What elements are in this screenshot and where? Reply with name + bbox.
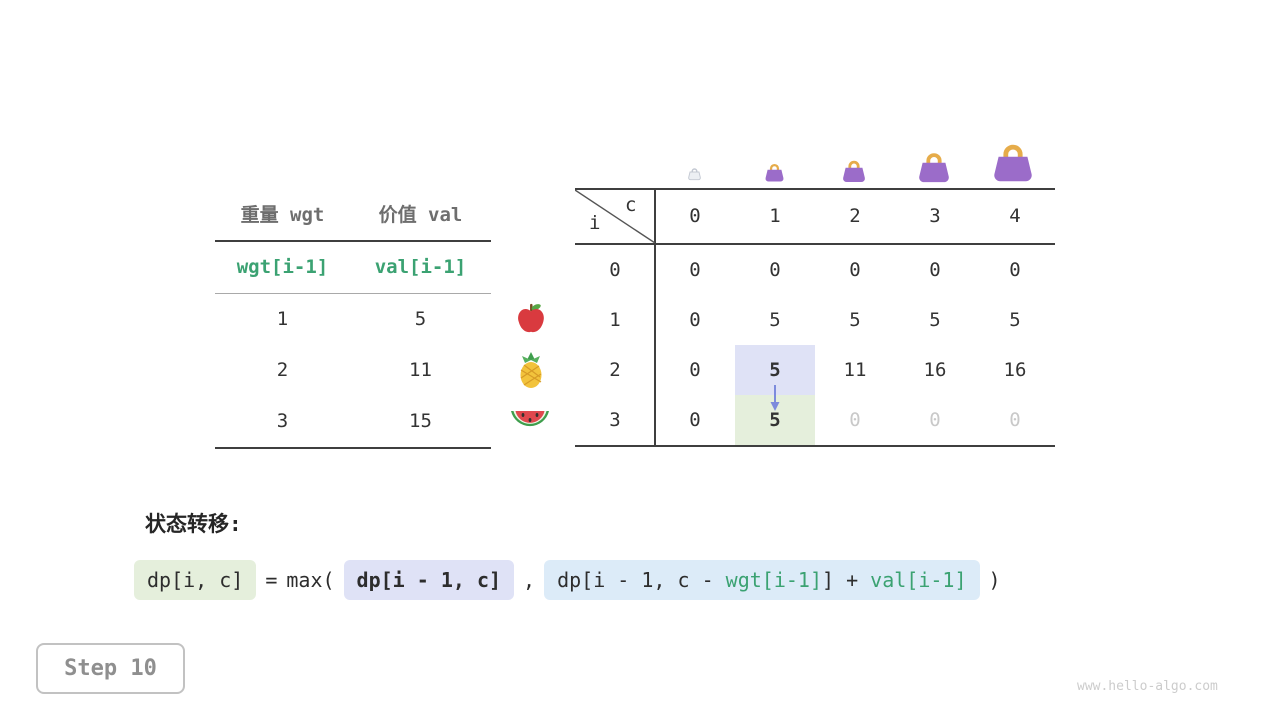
dp-cell: 0 — [689, 409, 701, 431]
formula-arg2-mid: ] + — [822, 568, 871, 592]
dp-col-header: 3 — [929, 205, 941, 227]
dp-cell: 0 — [1009, 259, 1021, 281]
dp-table: c i 0 1 2 3 4 0 0 0 0 0 0 1 0 5 5 5 5 2 … — [575, 188, 1055, 448]
corner-diagonal — [575, 190, 655, 243]
table-row: 1 5 — [215, 294, 491, 345]
bag-icon-capacity-2 — [840, 157, 868, 188]
dp-cell: 5 — [769, 309, 781, 331]
formula-max-open: max( — [286, 568, 335, 592]
formula-equals: = — [265, 568, 278, 592]
weight-value-header-row: 重量 wgt 价值 val — [215, 190, 491, 240]
divider — [575, 445, 1055, 447]
weight-value-table: 重量 wgt 价值 val wgt[i-1] val[i-1] 1 5 2 11… — [215, 190, 491, 449]
val-subheader: val[i-1] — [374, 256, 467, 278]
dp-cell: 0 — [689, 259, 701, 281]
value-cell: 11 — [409, 359, 432, 381]
dp-cell: 5 — [849, 309, 861, 331]
dp-cell: 0 — [849, 259, 861, 281]
dp-col-header: 4 — [1009, 205, 1021, 227]
dp-cell: 11 — [843, 359, 867, 381]
dp-row-label: 0 — [609, 259, 621, 281]
bag-icon-capacity-1 — [763, 161, 786, 187]
formula-comma: , — [523, 568, 536, 592]
dp-col-header: 0 — [689, 205, 701, 227]
dp-cell: 16 — [923, 359, 947, 381]
divider — [654, 188, 656, 447]
weight-cell: 3 — [276, 410, 289, 432]
dp-row-label: 2 — [609, 359, 621, 381]
formula-arg2-pill: dp[i - 1, c - wgt[i-1]] + val[i-1] — [544, 560, 980, 600]
wgt-subheader: wgt[i-1] — [236, 256, 329, 278]
down-arrow-icon — [768, 384, 782, 416]
weight-column-header: 重量 wgt — [240, 204, 325, 226]
divider — [215, 240, 491, 242]
dp-col-header: 2 — [849, 205, 861, 227]
dp-cell: 0 — [929, 259, 941, 281]
bag-icon-capacity-3 — [915, 148, 953, 189]
divider — [575, 243, 1055, 245]
formula-arg2-val: val[i-1] — [870, 568, 967, 592]
divider — [215, 293, 491, 294]
pineapple-icon — [512, 350, 550, 394]
value-cell: 15 — [409, 410, 432, 432]
watermark: www.hello-algo.com — [1077, 679, 1218, 694]
formula-close-paren: ) — [988, 568, 1001, 592]
dp-cell: 5 — [1009, 309, 1021, 331]
watermelon-icon — [509, 405, 551, 441]
dp-cell: 0 — [689, 359, 701, 381]
dp-cell: 5 — [929, 309, 941, 331]
formula-arg2-prefix: dp[i - 1, c - — [557, 568, 726, 592]
dp-cell: 0 — [929, 409, 941, 431]
dp-row-label: 1 — [609, 309, 621, 331]
value-column-header: 价值 val — [378, 204, 463, 226]
apple-icon — [514, 301, 548, 339]
bag-icon-capacity-0 — [687, 166, 702, 185]
state-transition-label: 状态转移: — [145, 512, 242, 536]
step-badge: Step 10 — [36, 643, 185, 694]
value-cell: 5 — [414, 308, 427, 330]
weight-cell: 1 — [276, 308, 289, 330]
bag-icon-capacity-4 — [989, 138, 1037, 189]
divider — [575, 188, 1055, 190]
table-row: 3 15 — [215, 396, 491, 447]
corner-col-label: c — [625, 194, 637, 216]
dp-cell: 0 — [849, 409, 861, 431]
dp-cell: 0 — [1009, 409, 1021, 431]
formula-arg2-wgt: wgt[i-1] — [725, 568, 822, 592]
formula-subheader-row: wgt[i-1] val[i-1] — [215, 242, 491, 293]
table-row: 2 11 — [215, 345, 491, 396]
formula-arg1-pill: dp[i - 1, c] — [343, 560, 515, 600]
state-transition-formula: dp[i, c] = max( dp[i - 1, c] , dp[i - 1,… — [134, 560, 1001, 600]
weight-cell: 2 — [276, 359, 289, 381]
divider — [215, 447, 491, 449]
formula-lhs-pill: dp[i, c] — [134, 560, 257, 600]
dp-row-label: 3 — [609, 409, 621, 431]
dp-cell: 0 — [769, 259, 781, 281]
dp-col-header: 1 — [769, 205, 781, 227]
dp-cell: 0 — [689, 309, 701, 331]
corner-row-label: i — [589, 212, 601, 234]
dp-cell: 16 — [1003, 359, 1027, 381]
